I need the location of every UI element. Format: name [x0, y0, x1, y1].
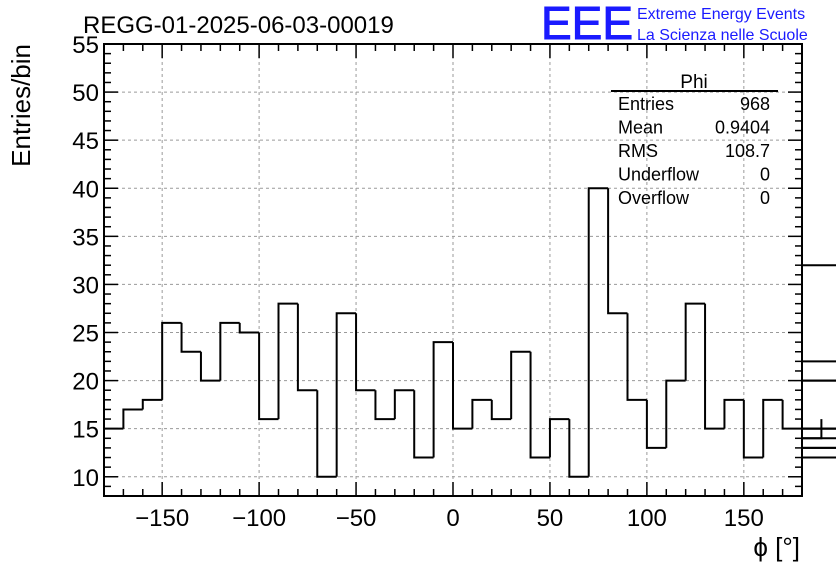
histogram-bin [548, 418, 570, 458]
histogram-bin [374, 390, 395, 421]
histogram-bin [316, 390, 337, 478]
histogram-bin [452, 342, 473, 430]
histogram-bin [723, 398, 744, 429]
histogram-bin [529, 351, 550, 459]
y-tick-label: 40 [72, 176, 99, 203]
histogram-bin [258, 332, 279, 421]
stats-label: Overflow [618, 188, 690, 208]
stats-value: 0 [760, 188, 770, 208]
histogram-bin [626, 313, 647, 401]
x-axis-label: ϕ [°] [753, 532, 800, 562]
logo-line-2: La Scienza nelle Scuole [637, 27, 808, 44]
y-tick-label: 10 [72, 465, 99, 492]
y-tick-label: 15 [72, 417, 99, 444]
histogram-bin [665, 379, 686, 448]
y-tick-label: 50 [72, 80, 99, 107]
histogram-bin [742, 399, 764, 459]
y-tick-label: 55 [72, 32, 99, 59]
histogram-bin [432, 341, 453, 458]
histogram-bin [335, 312, 357, 477]
eee-logo-mark: EEE [541, 0, 633, 49]
histogram-bin [180, 322, 201, 353]
stats-value: 0.9404 [715, 118, 770, 138]
y-tick-label: 35 [72, 224, 99, 251]
stats-value: 108.7 [725, 141, 770, 161]
histogram-bin [238, 322, 260, 334]
stats-label: Entries [618, 94, 674, 114]
histogram-bin [568, 419, 589, 478]
logo-line-1: Extreme Energy Events [637, 6, 805, 23]
stats-value: 0 [760, 165, 770, 185]
x-tick-label: 100 [627, 505, 667, 532]
y-axis-label: Entries/bin [6, 44, 36, 167]
chart-title: REGG-01-2025-06-03-00019 [83, 12, 394, 39]
x-tick-label: −150 [135, 505, 189, 532]
histogram-bin [762, 398, 783, 458]
histogram-bin [704, 303, 725, 430]
y-tick-label: 45 [72, 128, 99, 155]
histogram-bin [277, 302, 298, 420]
histogram-bin [141, 398, 163, 410]
histogram-bin [510, 350, 531, 420]
y-tick-label: 30 [72, 272, 99, 299]
histogram-bin [122, 408, 143, 429]
stats-box: Phi Entries 968 Mean 0.9404 RMS 108.7 Underflo… [611, 72, 778, 208]
histogram-bin [587, 187, 609, 477]
histogram-bin [355, 313, 376, 392]
histogram-bin [607, 188, 628, 315]
histogram-bin [684, 302, 706, 381]
stats-box-title: Phi [680, 72, 707, 93]
x-tick-label: 0 [446, 505, 459, 532]
histogram-bin [161, 321, 182, 400]
histogram-bin [645, 399, 667, 449]
stats-label: Mean [618, 118, 663, 138]
y-tick-label: 25 [72, 321, 99, 348]
y-tick-label: 20 [72, 369, 99, 396]
plot-frame [103, 43, 803, 497]
histogram-bin [199, 351, 221, 382]
x-tick-label: −50 [336, 505, 377, 532]
histogram-bin [471, 398, 492, 429]
eee-logo: EEE Extreme Energy Events La Scienza nel… [541, 0, 808, 50]
histogram-bin [393, 389, 415, 420]
x-tick-label: 50 [537, 505, 564, 532]
histogram-bin [490, 399, 512, 421]
stats-label: Underflow [618, 165, 700, 185]
x-tick-label: 150 [724, 505, 764, 532]
histogram-bin [802, 456, 836, 459]
histogram-bin [413, 390, 434, 459]
stats-value: 968 [740, 94, 770, 114]
histogram-bin [219, 321, 240, 381]
histogram-bars [103, 187, 836, 496]
histogram-bin [296, 303, 318, 392]
tick-labels: −150 −100 −50 0 50 100 150 10 15 20 25 30 35 40 45 50 55 [72, 32, 764, 532]
stats-label: RMS [618, 141, 658, 161]
x-tick-label: −100 [232, 505, 286, 532]
